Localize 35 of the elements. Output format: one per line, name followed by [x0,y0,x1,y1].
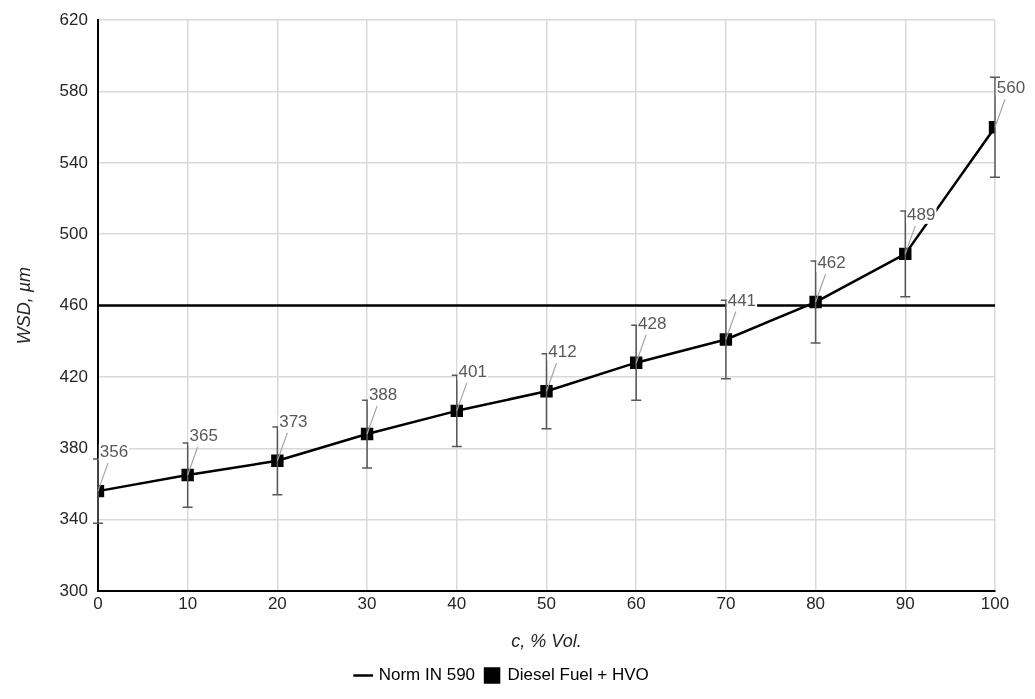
y-axis-title: WSD, µm [13,266,34,345]
x-tick-label: 50 [537,593,556,613]
y-tick-label: 340 [59,509,88,529]
y-tick-label: 380 [59,437,88,457]
y-tick-label: 420 [59,366,88,386]
x-axis-title: c, % Vol. [511,631,582,652]
y-tick-label: 620 [59,9,88,29]
data-label: 373 [279,411,308,431]
y-tick-label: 500 [59,223,88,243]
data-label: 365 [189,426,218,446]
x-tick-label: 90 [895,593,915,613]
x-tick-label: 20 [267,593,287,613]
data-label: 489 [907,205,936,225]
legend-label: Norm IN 590 [378,665,476,685]
data-label: 356 [99,442,129,462]
data-label: 412 [548,342,577,362]
legend-label: Diesel Fuel + HVO [507,665,649,685]
data-label: 401 [458,362,487,382]
y-tick-label: 300 [59,580,88,600]
data-label: 462 [817,253,846,273]
y-tick-label: 540 [59,152,88,172]
data-label: 441 [727,290,757,310]
x-tick-label: 70 [716,593,736,613]
x-tick-label: 80 [806,593,826,613]
y-tick-label: 580 [59,81,88,101]
x-tick-label: 100 [980,593,1010,613]
x-tick-label: 0 [93,593,103,613]
x-tick-label: 60 [626,593,646,613]
x-tick-label: 30 [357,593,377,613]
x-tick-label: 40 [447,593,467,613]
x-tick-label: 10 [178,593,198,613]
data-label: 388 [368,385,398,405]
data-label: 560 [996,78,1026,98]
data-label: 428 [638,313,667,333]
y-tick-label: 460 [59,295,88,315]
